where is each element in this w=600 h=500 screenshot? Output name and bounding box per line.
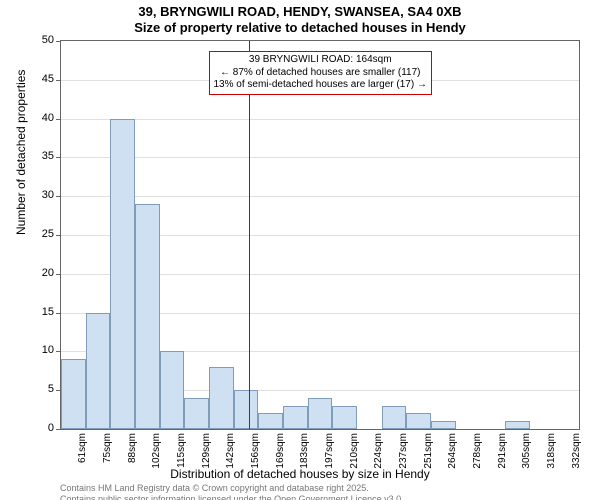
- histogram-bar: [308, 398, 333, 429]
- reference-line: [249, 41, 250, 429]
- x-tick-label: 224sqm: [373, 433, 384, 469]
- x-tick-label: 291sqm: [497, 433, 508, 469]
- x-tick-label: 264sqm: [447, 433, 458, 469]
- x-tick-label: 169sqm: [275, 433, 286, 469]
- histogram-bar: [382, 406, 407, 429]
- y-tick-label: 10: [0, 344, 54, 356]
- y-tickmark: [56, 274, 61, 275]
- footer-line2: Contains public sector information licen…: [60, 494, 404, 500]
- x-tick-label: 61sqm: [77, 433, 88, 463]
- histogram-bar: [258, 413, 283, 429]
- gridline: [61, 196, 579, 197]
- annotation-line1: 39 BRYNGWILI ROAD: 164sqm: [214, 54, 427, 67]
- x-axis-label: Distribution of detached houses by size …: [0, 467, 600, 481]
- histogram-bar: [86, 313, 111, 429]
- x-tick-label: 237sqm: [398, 433, 409, 469]
- chart-container: 39, BRYNGWILI ROAD, HENDY, SWANSEA, SA4 …: [0, 0, 600, 500]
- gridline: [61, 119, 579, 120]
- histogram-bar: [406, 413, 431, 429]
- footer-line1: Contains HM Land Registry data © Crown c…: [60, 483, 369, 493]
- x-tick-label: 102sqm: [151, 433, 162, 469]
- x-tick-label: 142sqm: [225, 433, 236, 469]
- histogram-bar: [505, 421, 530, 429]
- y-tick-label: 50: [0, 34, 54, 46]
- histogram-bar: [184, 398, 209, 429]
- histogram-bar: [283, 406, 308, 429]
- y-tick-label: 15: [0, 306, 54, 318]
- x-tick-label: 88sqm: [127, 433, 138, 463]
- histogram-bar: [135, 204, 160, 429]
- histogram-bar: [209, 367, 234, 429]
- x-tick-label: 129sqm: [201, 433, 212, 469]
- x-tick-label: 251sqm: [423, 433, 434, 469]
- histogram-bar: [431, 421, 456, 429]
- chart-title-line1: 39, BRYNGWILI ROAD, HENDY, SWANSEA, SA4 …: [0, 4, 600, 19]
- y-tickmark: [56, 429, 61, 430]
- annotation-line3: 13% of semi-detached houses are larger (…: [214, 79, 427, 92]
- x-tick-label: 156sqm: [250, 433, 261, 469]
- y-tick-label: 5: [0, 383, 54, 395]
- y-tickmark: [56, 119, 61, 120]
- annotation-line2: ← 87% of detached houses are smaller (11…: [214, 67, 427, 80]
- histogram-bar: [110, 119, 135, 429]
- plot-area: 39 BRYNGWILI ROAD: 164sqm← 87% of detach…: [60, 40, 580, 430]
- x-tick-label: 115sqm: [176, 433, 187, 468]
- gridline: [61, 157, 579, 158]
- y-tickmark: [56, 351, 61, 352]
- y-tickmark: [56, 313, 61, 314]
- y-tick-label: 30: [0, 189, 54, 201]
- x-tick-label: 305sqm: [521, 433, 532, 469]
- y-tick-label: 20: [0, 267, 54, 279]
- x-tick-label: 318sqm: [546, 433, 557, 469]
- y-tickmark: [56, 235, 61, 236]
- x-tick-label: 210sqm: [349, 433, 360, 469]
- y-tick-label: 40: [0, 112, 54, 124]
- y-tickmark: [56, 196, 61, 197]
- x-tick-label: 278sqm: [472, 433, 483, 469]
- x-tick-label: 197sqm: [324, 433, 335, 469]
- y-tickmark: [56, 80, 61, 81]
- chart-title-line2: Size of property relative to detached ho…: [0, 20, 600, 35]
- y-tickmark: [56, 157, 61, 158]
- histogram-bar: [234, 390, 259, 429]
- x-tick-label: 332sqm: [571, 433, 582, 469]
- y-tick-label: 45: [0, 73, 54, 85]
- histogram-bar: [160, 351, 185, 429]
- x-tick-label: 75sqm: [102, 433, 113, 463]
- y-tick-label: 0: [0, 422, 54, 434]
- y-tick-label: 25: [0, 228, 54, 240]
- y-tick-label: 35: [0, 150, 54, 162]
- annotation-box: 39 BRYNGWILI ROAD: 164sqm← 87% of detach…: [209, 51, 432, 95]
- histogram-bar: [61, 359, 86, 429]
- y-tickmark: [56, 41, 61, 42]
- x-tick-label: 183sqm: [299, 433, 310, 469]
- histogram-bar: [332, 406, 357, 429]
